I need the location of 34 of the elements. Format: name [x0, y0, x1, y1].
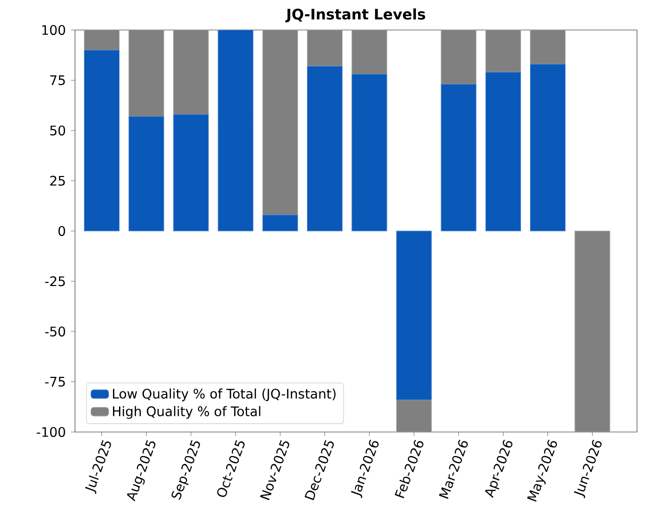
bar [128, 116, 164, 232]
bar [530, 64, 566, 232]
y-tick-label: 100 [42, 25, 66, 35]
chart-title: JQ-Instant Levels [285, 8, 426, 22]
y-tick-label: -25 [45, 276, 65, 286]
bar [307, 30, 343, 66]
bar [352, 74, 388, 232]
bar [84, 30, 120, 50]
bar [485, 72, 521, 232]
bar [530, 30, 566, 64]
y-tick-label: -100 [36, 427, 66, 437]
bar [218, 30, 254, 232]
legend-label: High Quality % of Total [112, 406, 260, 419]
bar [440, 84, 476, 232]
bar [485, 30, 521, 72]
bar [440, 30, 476, 85]
bar [262, 214, 298, 232]
bar [173, 30, 209, 115]
y-tick-label: -50 [45, 326, 66, 336]
y-tick-label: 25 [50, 176, 65, 186]
y-tick-label: 50 [50, 126, 66, 136]
bar [173, 114, 209, 232]
y-tick-label: 75 [50, 75, 65, 86]
legend-label: Low Quality % of Total (JQ-Instant) [112, 388, 336, 402]
y-tick-label: -75 [45, 376, 65, 387]
bar [307, 66, 343, 232]
bar [574, 230, 610, 432]
bar [352, 30, 388, 74]
bar [396, 400, 432, 432]
bar [396, 230, 432, 400]
bar [128, 30, 164, 117]
y-tick-label: 0 [58, 226, 66, 236]
bar [84, 50, 120, 232]
bar [262, 30, 298, 216]
